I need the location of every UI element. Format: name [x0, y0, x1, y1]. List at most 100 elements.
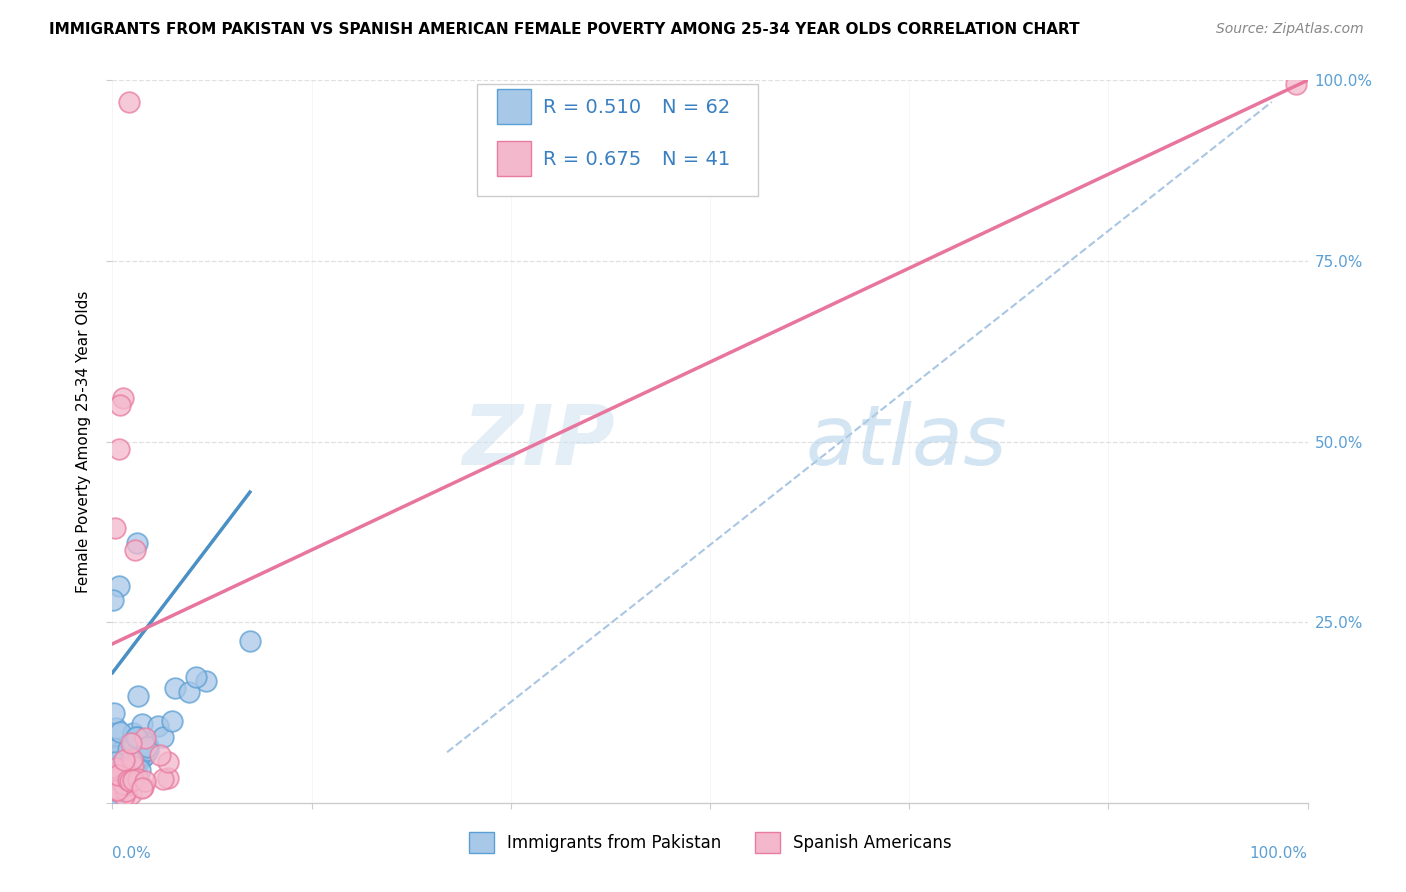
Point: [129, 763, 152, 777]
Point: [110, 766, 132, 780]
Point: [108, 772, 131, 786]
Point: [101, 741, 124, 756]
Point: [108, 771, 131, 785]
Point: [125, 753, 148, 767]
Point: [195, 673, 218, 688]
Point: [118, 758, 141, 772]
Point: [160, 714, 183, 728]
Point: [112, 761, 135, 775]
Point: [110, 774, 132, 789]
Point: [120, 788, 142, 802]
Text: Source: ZipAtlas.com: Source: ZipAtlas.com: [1216, 22, 1364, 37]
Point: [124, 759, 146, 773]
Point: [107, 776, 129, 790]
Point: [112, 753, 135, 767]
Point: [104, 765, 127, 780]
Point: [101, 788, 124, 802]
Point: [125, 535, 148, 549]
Text: 100.0%: 100.0%: [1250, 847, 1308, 861]
Point: [122, 773, 145, 788]
Point: [107, 767, 129, 781]
Point: [127, 772, 149, 787]
FancyBboxPatch shape: [498, 141, 531, 176]
Point: [124, 542, 146, 557]
Point: [1285, 77, 1308, 91]
Point: [148, 719, 170, 733]
Point: [110, 744, 132, 758]
Point: [111, 777, 134, 791]
Point: [118, 95, 141, 109]
Point: [105, 741, 128, 756]
Point: [127, 731, 149, 745]
Point: [118, 774, 141, 789]
Y-axis label: Female Poverty Among 25-34 Year Olds: Female Poverty Among 25-34 Year Olds: [76, 291, 91, 592]
Point: [117, 778, 139, 792]
Point: [107, 785, 129, 799]
Point: [132, 780, 155, 794]
Point: [105, 761, 128, 775]
Point: [117, 764, 139, 778]
Point: [120, 736, 142, 750]
Point: [134, 735, 156, 749]
Point: [117, 773, 139, 788]
Point: [177, 685, 200, 699]
Point: [115, 778, 138, 792]
Point: [104, 722, 127, 736]
Point: [186, 669, 208, 683]
Point: [112, 762, 135, 776]
Point: [125, 730, 148, 744]
Point: [105, 748, 128, 763]
Point: [152, 731, 174, 745]
Point: [108, 579, 131, 593]
Point: [127, 690, 149, 704]
Point: [108, 724, 131, 739]
Point: [136, 743, 159, 757]
Text: N = 41: N = 41: [662, 150, 731, 169]
Point: [131, 751, 153, 765]
Legend: Immigrants from Pakistan, Spanish Americans: Immigrants from Pakistan, Spanish Americ…: [463, 826, 957, 860]
Point: [131, 781, 153, 796]
Point: [112, 758, 135, 772]
Point: [104, 781, 127, 796]
Point: [136, 739, 159, 754]
Point: [104, 521, 127, 535]
Point: [111, 759, 134, 773]
Text: atlas: atlas: [806, 401, 1007, 482]
Point: [125, 761, 148, 775]
Point: [104, 759, 127, 773]
Point: [101, 774, 124, 789]
Point: [105, 789, 128, 803]
Point: [101, 593, 124, 607]
Point: [108, 442, 131, 456]
Point: [107, 780, 129, 794]
Point: [107, 771, 129, 785]
FancyBboxPatch shape: [477, 84, 758, 196]
Point: [121, 752, 143, 766]
Point: [125, 730, 148, 744]
Point: [239, 633, 262, 648]
Text: R = 0.675: R = 0.675: [543, 150, 641, 169]
Point: [131, 717, 153, 731]
Point: [104, 767, 127, 781]
Point: [105, 783, 128, 797]
Point: [112, 789, 135, 804]
Point: [165, 681, 187, 695]
Point: [115, 784, 138, 798]
Text: 0.0%: 0.0%: [112, 847, 152, 861]
Point: [114, 760, 136, 774]
Point: [108, 398, 131, 412]
Point: [122, 736, 145, 750]
Text: N = 62: N = 62: [662, 97, 731, 117]
Text: ZIP: ZIP: [461, 401, 614, 482]
Point: [134, 747, 156, 762]
Point: [149, 747, 172, 762]
Point: [104, 781, 127, 796]
Point: [112, 770, 135, 784]
Point: [114, 769, 136, 783]
Point: [122, 725, 145, 739]
FancyBboxPatch shape: [498, 89, 531, 124]
Point: [157, 756, 180, 770]
Text: R = 0.510: R = 0.510: [543, 97, 641, 117]
Point: [103, 706, 125, 721]
Point: [112, 777, 135, 791]
